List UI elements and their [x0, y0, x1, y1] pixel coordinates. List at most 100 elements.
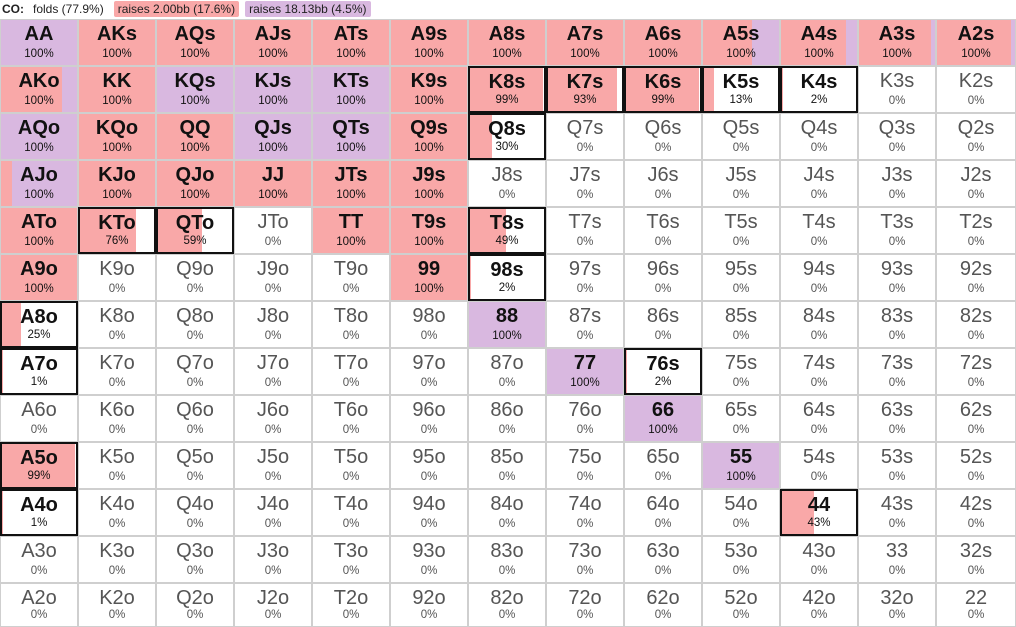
hand-cell-T5o[interactable]: T5o 0% — [312, 442, 390, 489]
hand-cell-T5s[interactable]: T5s 0% — [702, 207, 780, 254]
hand-cell-Q8o[interactable]: Q8o 0% — [156, 301, 234, 348]
hand-cell-75s[interactable]: 75s 0% — [702, 348, 780, 395]
hand-cell-74s[interactable]: 74s 0% — [780, 348, 858, 395]
hand-cell-ATo[interactable]: ATo 100% — [0, 207, 78, 254]
hand-cell-K4o[interactable]: K4o 0% — [78, 489, 156, 536]
hand-cell-A7s[interactable]: A7s 100% — [546, 19, 624, 66]
hand-cell-Q2s[interactable]: Q2s 0% — [936, 113, 1016, 160]
hand-cell-JTs[interactable]: JTs 100% — [312, 160, 390, 207]
legend-raise-big[interactable]: raises 18.13bb (4.5%) — [245, 1, 371, 17]
hand-cell-84s[interactable]: 84s 0% — [780, 301, 858, 348]
hand-cell-62o[interactable]: 62o 0% — [624, 583, 702, 627]
hand-cell-KQo[interactable]: KQo 100% — [78, 113, 156, 160]
hand-cell-T7s[interactable]: T7s 0% — [546, 207, 624, 254]
hand-cell-75o[interactable]: 75o 0% — [546, 442, 624, 489]
hand-cell-84o[interactable]: 84o 0% — [468, 489, 546, 536]
hand-cell-54s[interactable]: 54s 0% — [780, 442, 858, 489]
hand-cell-K6o[interactable]: K6o 0% — [78, 395, 156, 442]
legend-raise-small[interactable]: raises 2.00bb (17.6%) — [113, 1, 240, 17]
hand-cell-KJo[interactable]: KJo 100% — [78, 160, 156, 207]
hand-cell-32o[interactable]: 32o 0% — [858, 583, 936, 627]
hand-cell-33[interactable]: 33 0% — [858, 536, 936, 583]
hand-cell-QTs[interactable]: QTs 100% — [312, 113, 390, 160]
hand-cell-AA[interactable]: AA 100% — [0, 19, 78, 66]
hand-cell-Q7o[interactable]: Q7o 0% — [156, 348, 234, 395]
hand-cell-53o[interactable]: 53o 0% — [702, 536, 780, 583]
hand-cell-Q5s[interactable]: Q5s 0% — [702, 113, 780, 160]
hand-cell-44[interactable]: 44 43% — [780, 489, 858, 536]
hand-cell-42s[interactable]: 42s 0% — [936, 489, 1016, 536]
hand-cell-85o[interactable]: 85o 0% — [468, 442, 546, 489]
hand-cell-85s[interactable]: 85s 0% — [702, 301, 780, 348]
hand-cell-AJo[interactable]: AJo 100% — [0, 160, 78, 207]
hand-cell-98o[interactable]: 98o 0% — [390, 301, 468, 348]
hand-cell-J9s[interactable]: J9s 100% — [390, 160, 468, 207]
hand-cell-AQs[interactable]: AQs 100% — [156, 19, 234, 66]
hand-cell-Q2o[interactable]: Q2o 0% — [156, 583, 234, 627]
hand-cell-Q6o[interactable]: Q6o 0% — [156, 395, 234, 442]
hand-cell-74o[interactable]: 74o 0% — [546, 489, 624, 536]
hand-cell-T2o[interactable]: T2o 0% — [312, 583, 390, 627]
hand-cell-JJ[interactable]: JJ 100% — [234, 160, 312, 207]
hand-cell-A5s[interactable]: A5s 100% — [702, 19, 780, 66]
hand-cell-T6o[interactable]: T6o 0% — [312, 395, 390, 442]
hand-cell-KQs[interactable]: KQs 100% — [156, 66, 234, 113]
hand-cell-QQ[interactable]: QQ 100% — [156, 113, 234, 160]
hand-cell-J5o[interactable]: J5o 0% — [234, 442, 312, 489]
hand-cell-AKo[interactable]: AKo 100% — [0, 66, 78, 113]
hand-cell-65s[interactable]: 65s 0% — [702, 395, 780, 442]
hand-cell-Q9o[interactable]: Q9o 0% — [156, 254, 234, 301]
hand-cell-96o[interactable]: 96o 0% — [390, 395, 468, 442]
hand-cell-A2s[interactable]: A2s 100% — [936, 19, 1016, 66]
hand-cell-95o[interactable]: 95o 0% — [390, 442, 468, 489]
hand-cell-TT[interactable]: TT 100% — [312, 207, 390, 254]
hand-cell-AKs[interactable]: AKs 100% — [78, 19, 156, 66]
hand-cell-K7o[interactable]: K7o 0% — [78, 348, 156, 395]
hand-cell-KJs[interactable]: KJs 100% — [234, 66, 312, 113]
hand-cell-T9o[interactable]: T9o 0% — [312, 254, 390, 301]
hand-cell-92o[interactable]: 92o 0% — [390, 583, 468, 627]
hand-cell-J2s[interactable]: J2s 0% — [936, 160, 1016, 207]
hand-cell-87o[interactable]: 87o 0% — [468, 348, 546, 395]
hand-cell-A5o[interactable]: A5o 99% — [0, 442, 78, 489]
hand-cell-J7o[interactable]: J7o 0% — [234, 348, 312, 395]
hand-cell-T7o[interactable]: T7o 0% — [312, 348, 390, 395]
hand-cell-42o[interactable]: 42o 0% — [780, 583, 858, 627]
hand-cell-K7s[interactable]: K7s 93% — [546, 66, 624, 113]
hand-cell-52s[interactable]: 52s 0% — [936, 442, 1016, 489]
hand-cell-62s[interactable]: 62s 0% — [936, 395, 1016, 442]
hand-cell-64s[interactable]: 64s 0% — [780, 395, 858, 442]
hand-cell-65o[interactable]: 65o 0% — [624, 442, 702, 489]
hand-cell-A8o[interactable]: A8o 25% — [0, 301, 78, 348]
hand-cell-83s[interactable]: 83s 0% — [858, 301, 936, 348]
hand-cell-T6s[interactable]: T6s 0% — [624, 207, 702, 254]
hand-cell-Q4o[interactable]: Q4o 0% — [156, 489, 234, 536]
hand-cell-92s[interactable]: 92s 0% — [936, 254, 1016, 301]
hand-cell-K9s[interactable]: K9s 100% — [390, 66, 468, 113]
hand-cell-64o[interactable]: 64o 0% — [624, 489, 702, 536]
hand-cell-QJs[interactable]: QJs 100% — [234, 113, 312, 160]
hand-cell-55[interactable]: 55 100% — [702, 442, 780, 489]
hand-cell-JTo[interactable]: JTo 0% — [234, 207, 312, 254]
hand-cell-K9o[interactable]: K9o 0% — [78, 254, 156, 301]
hand-cell-22[interactable]: 22 0% — [936, 583, 1016, 627]
hand-cell-T2s[interactable]: T2s 0% — [936, 207, 1016, 254]
hand-cell-97o[interactable]: 97o 0% — [390, 348, 468, 395]
hand-cell-A9s[interactable]: A9s 100% — [390, 19, 468, 66]
hand-cell-J6o[interactable]: J6o 0% — [234, 395, 312, 442]
hand-cell-93s[interactable]: 93s 0% — [858, 254, 936, 301]
hand-cell-87s[interactable]: 87s 0% — [546, 301, 624, 348]
hand-cell-43s[interactable]: 43s 0% — [858, 489, 936, 536]
hand-cell-73s[interactable]: 73s 0% — [858, 348, 936, 395]
hand-cell-J4s[interactable]: J4s 0% — [780, 160, 858, 207]
hand-cell-A4s[interactable]: A4s 100% — [780, 19, 858, 66]
hand-cell-95s[interactable]: 95s 0% — [702, 254, 780, 301]
hand-cell-J3s[interactable]: J3s 0% — [858, 160, 936, 207]
hand-cell-43o[interactable]: 43o 0% — [780, 536, 858, 583]
legend-fold[interactable]: folds (77.9%) — [33, 2, 104, 16]
hand-cell-Q9s[interactable]: Q9s 100% — [390, 113, 468, 160]
hand-cell-QTo[interactable]: QTo 59% — [156, 207, 234, 254]
hand-cell-T4o[interactable]: T4o 0% — [312, 489, 390, 536]
hand-cell-52o[interactable]: 52o 0% — [702, 583, 780, 627]
hand-cell-T4s[interactable]: T4s 0% — [780, 207, 858, 254]
